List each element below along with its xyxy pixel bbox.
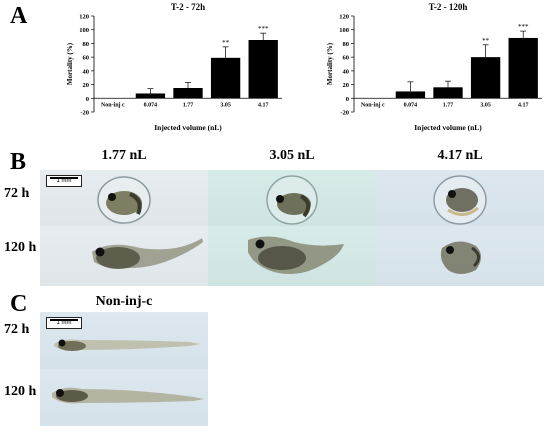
- embryo-photo-1-77-72h: 1 mm: [40, 170, 208, 226]
- chart-title: T-2 - 120h: [429, 2, 468, 12]
- y-tick-label: 120: [339, 14, 349, 21]
- y-tick-label: 60: [343, 55, 350, 62]
- larva-illustration: [440, 241, 481, 274]
- x-tick-label: 3.05: [480, 102, 491, 108]
- y-tick-label: 20: [343, 82, 350, 89]
- y-tick-label: 40: [343, 68, 350, 75]
- control-row-label-120h: 120 h: [4, 384, 37, 399]
- embryo-illustration: [266, 175, 318, 225]
- y-tick-label: 100: [79, 27, 89, 34]
- control-row-label-72h: 72 h: [4, 322, 30, 337]
- row-label-120h: 120 h: [4, 240, 37, 255]
- embryo-photo-3-05-120h: [208, 226, 376, 286]
- column-label-3-05: 3.05 nL: [269, 148, 315, 163]
- embryo-illustration: [97, 176, 151, 224]
- mortality-chart-120h: T-2 - 120h -20 0 20 40 60 80 100 120 Mortality (%…: [326, 2, 542, 132]
- larva-illustration: [92, 238, 203, 269]
- scale-bar: 1 mm: [46, 175, 82, 187]
- x-tick-label: 4.17: [518, 102, 529, 108]
- y-axis-label: Mortality (%): [66, 42, 74, 85]
- significance-label: **: [222, 39, 230, 47]
- significance-label: ***: [518, 23, 529, 31]
- y-tick-label: -20: [340, 110, 349, 117]
- x-tick-label: Non-inj c: [361, 102, 385, 108]
- y-tick-label: 40: [83, 68, 90, 75]
- y-tick-label: 60: [83, 55, 90, 62]
- embryo-photo-4-17-72h: [376, 170, 544, 226]
- embryo-photo-3-05-72h: [208, 170, 376, 226]
- y-axis-label: Mortality (%): [326, 42, 334, 85]
- larva-illustration: [52, 387, 204, 404]
- panel-label-b: B: [10, 149, 27, 175]
- column-label-1-77: 1.77 nL: [101, 148, 147, 163]
- x-tick-label: 4.17: [258, 102, 269, 108]
- x-tick-label: 0.074: [144, 102, 158, 108]
- x-tick-label: 1.77: [183, 102, 194, 108]
- scale-bar: 1 mm: [46, 317, 82, 329]
- larva-illustration: [248, 236, 344, 274]
- row-label-72h: 72 h: [4, 186, 30, 201]
- y-tick-label: 20: [83, 82, 90, 89]
- y-tick-label: 100: [339, 27, 349, 34]
- larva-illustration: [54, 339, 200, 351]
- y-tick-label: 120: [79, 14, 89, 21]
- control-title: Non-inj-c: [95, 294, 153, 309]
- bar-1.77: [433, 87, 463, 99]
- embryo-illustration: [433, 175, 487, 225]
- y-tick-label: 80: [343, 41, 350, 48]
- significance-label: ***: [258, 25, 269, 33]
- bar-3.05: [210, 57, 241, 99]
- x-axis-label: Injected volume (nL): [414, 123, 482, 132]
- bar-4.17: [508, 37, 538, 99]
- mortality-chart-72h: T-2 - 72h -20 0 20 40 60 80 100 120 Mortality (%)…: [66, 2, 282, 132]
- significance-label: **: [482, 37, 490, 45]
- bar-0.074: [135, 93, 166, 99]
- chart-title: T-2 - 72h: [171, 2, 205, 12]
- bar-0.074: [395, 91, 426, 99]
- x-axis-label: Injected volume (nL): [154, 123, 222, 132]
- control-larva-photo-120h: [40, 369, 208, 426]
- panel-label-a: A: [10, 3, 28, 29]
- bar-3.05: [470, 57, 501, 99]
- embryo-photo-1-77-120h: [40, 226, 208, 286]
- y-tick-label: 80: [83, 41, 90, 48]
- panel-label-c: C: [10, 291, 28, 317]
- bar-1.77: [173, 88, 203, 99]
- x-tick-label: 1.77: [443, 102, 454, 108]
- x-tick-label: 3.05: [220, 102, 231, 108]
- y-tick-label: 0: [86, 96, 89, 103]
- y-tick-label: 0: [346, 96, 349, 103]
- y-tick-label: -20: [80, 110, 89, 117]
- embryo-photo-4-17-120h: [376, 226, 544, 286]
- x-tick-label: 0.074: [404, 102, 418, 108]
- column-label-4-17: 4.17 nL: [437, 148, 483, 163]
- control-larva-photo-72h: 1 mm: [40, 312, 208, 369]
- x-tick-label: Non-inj c: [101, 102, 125, 108]
- bar-4.17: [248, 40, 278, 99]
